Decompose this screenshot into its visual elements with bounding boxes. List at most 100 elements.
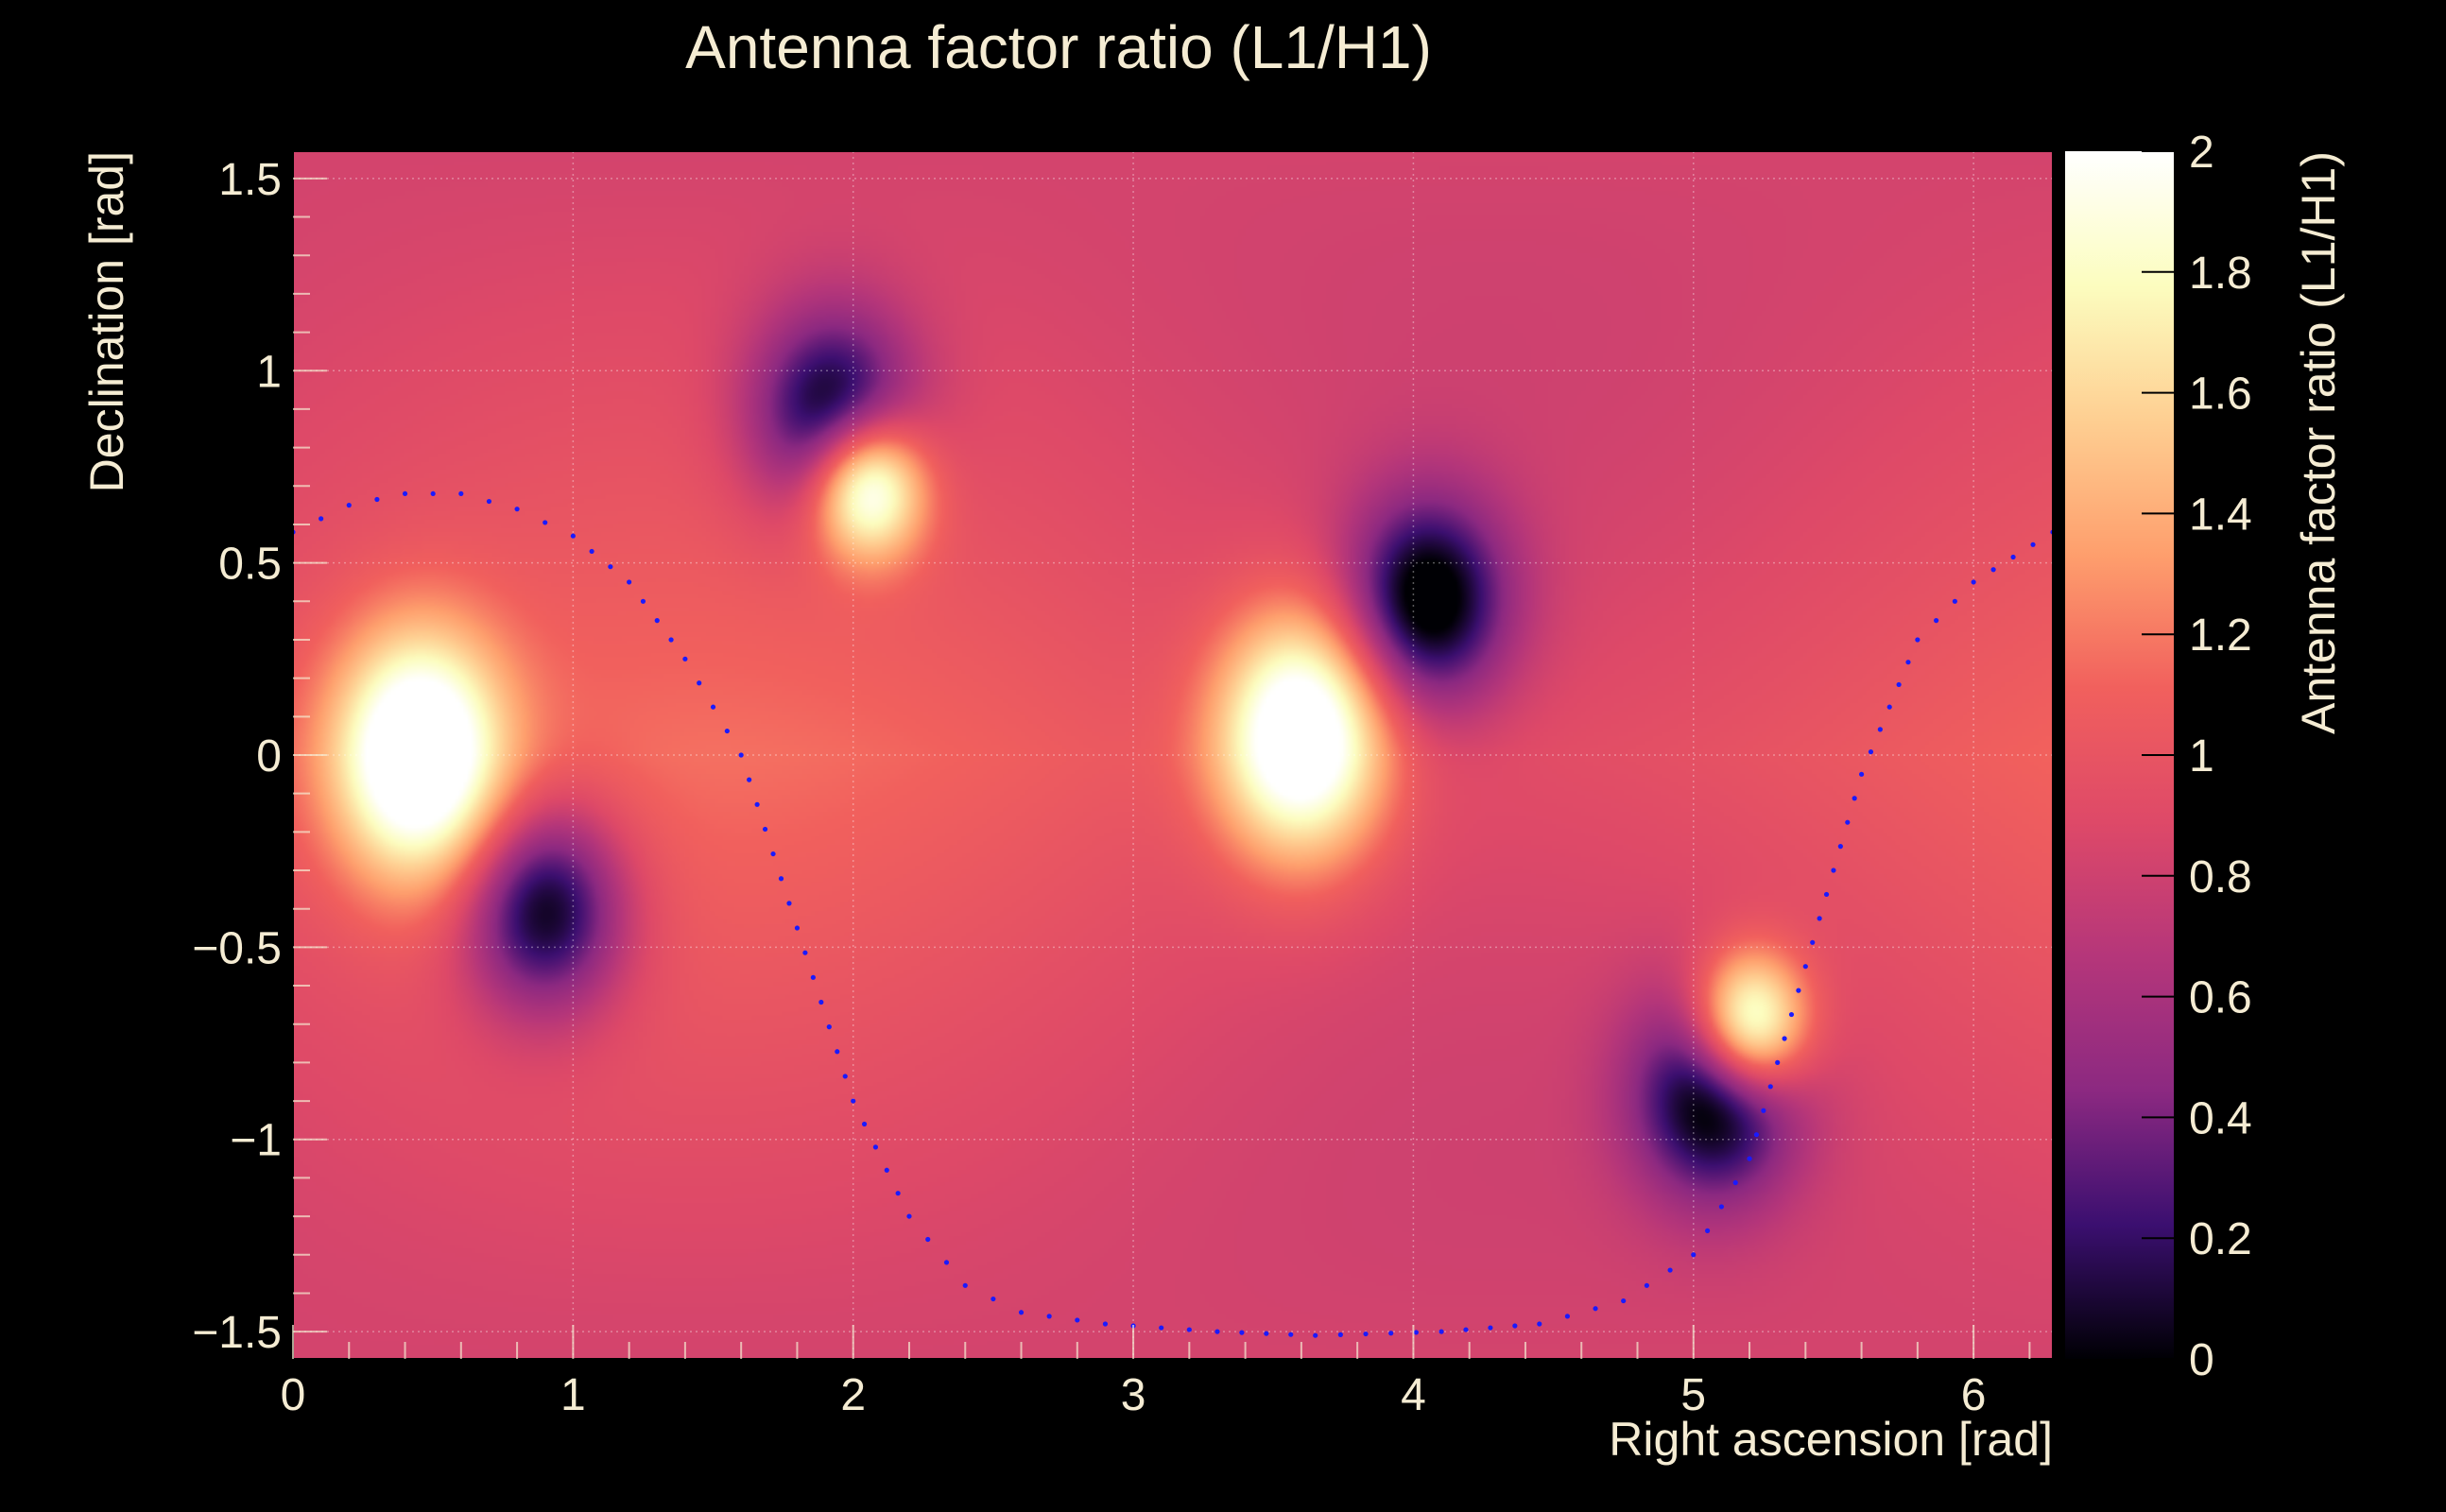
overlay-curve-point — [1817, 916, 1822, 921]
overlay-curve-point — [872, 1144, 879, 1150]
overlay-curve-point — [754, 801, 760, 807]
x-tick-label: 5 — [1680, 1370, 1706, 1420]
overlay-curve-point — [810, 974, 816, 980]
overlay-curve-point — [1732, 1179, 1738, 1186]
overlay-curve-point — [430, 490, 436, 497]
overlay-curve-point — [1753, 1132, 1760, 1138]
overlay-curve-point — [1046, 1314, 1052, 1319]
overlay-curve-point — [1704, 1228, 1711, 1233]
overlay-curve-point — [608, 564, 613, 570]
overlay-curve-point — [1990, 567, 1996, 573]
overlay-curve-point — [640, 598, 646, 604]
overlay-curve-point — [1952, 598, 1957, 604]
colorbar-tick-label: 2 — [2189, 128, 2214, 178]
overlay-curve-point — [668, 637, 674, 643]
overlay-curve-point — [1537, 1321, 1542, 1327]
overlay-curve-point — [682, 656, 688, 662]
overlay-curve-point — [925, 1236, 931, 1243]
y-tick-label: −0.5 — [192, 923, 282, 973]
x-tick-label: 2 — [840, 1370, 866, 1420]
overlay-curve-point — [906, 1213, 912, 1219]
overlay-curve-point — [1934, 618, 1939, 624]
overlay-curve-point — [1288, 1332, 1294, 1337]
overlay-curve-point — [1239, 1330, 1245, 1335]
overlay-curve-point — [1868, 749, 1874, 755]
overlay-curve-point — [835, 1049, 840, 1055]
overlay-curve-point — [2010, 554, 2016, 560]
overlay-curve-point — [1767, 1084, 1773, 1090]
overlay-curve-point — [1761, 1108, 1766, 1113]
overlay-curve-point — [710, 704, 716, 710]
overlay-curve-point — [895, 1191, 901, 1196]
overlay-curve-point — [786, 901, 792, 906]
overlay-curve-point — [1388, 1331, 1394, 1336]
x-tick-label: 0 — [281, 1370, 306, 1420]
overlay-curve-point — [1413, 1330, 1419, 1335]
overlay-curve-point — [1463, 1327, 1469, 1332]
colorbar-tick-label: 0 — [2189, 1335, 2214, 1385]
overlay-curve-point — [1845, 819, 1851, 825]
overlay-curve-point — [1788, 1011, 1795, 1018]
overlay-curve-point — [1971, 579, 1976, 585]
colorbar-tick-label: 0.4 — [2189, 1093, 2252, 1143]
overlay-curve-point — [851, 1098, 856, 1104]
colorbar-tick-label: 0.6 — [2189, 973, 2252, 1023]
overlay-curve-point — [1782, 1036, 1787, 1041]
overlay-curve-point — [1102, 1321, 1109, 1327]
x-tick-label: 6 — [1961, 1370, 1987, 1420]
overlay-curve-point — [943, 1260, 950, 1265]
overlay-curve-point — [1837, 844, 1843, 850]
overlay-curve-point — [1488, 1325, 1493, 1331]
colorbar-label: Antenna factor ratio (L1/H1) — [2292, 151, 2345, 734]
overlay-curve-point — [697, 680, 702, 686]
overlay-curve-point — [802, 950, 808, 955]
colorbar: 0 0.2 0.4 0.6 0.8 1 1.2 1.4 1.6 1.8 2 — [2065, 128, 2252, 1385]
overlay-curve-point — [1877, 727, 1883, 732]
overlay-curve-point — [1337, 1332, 1343, 1337]
colorbar-tick-label: 1 — [2189, 731, 2214, 782]
overlay-curve-point — [747, 777, 752, 782]
colorbar-ticks — [2142, 150, 2174, 1360]
overlay-curve-point — [1775, 1059, 1781, 1065]
colorbar-tick-label: 1.6 — [2189, 369, 2252, 420]
overlay-curve-point — [319, 516, 324, 522]
overlay-curve-point — [1886, 704, 1892, 710]
x-axis-tick-labels: 0 1 2 3 4 5 6 — [281, 1370, 1987, 1420]
overlay-curve-point — [1621, 1297, 1627, 1304]
overlay-curve-point — [514, 507, 520, 512]
overlay-curve-point — [1186, 1327, 1192, 1332]
overlay-curve-point — [1691, 1252, 1697, 1258]
y-tick-label: 1 — [256, 347, 282, 397]
y-tick-label: −1 — [230, 1116, 282, 1166]
colorbar-tick-label: 0.8 — [2189, 852, 2252, 902]
overlay-curve-point — [818, 999, 824, 1005]
overlay-curve-point — [486, 498, 492, 505]
overlay-curve-point — [1512, 1323, 1518, 1329]
overlay-curve-point — [1718, 1204, 1725, 1210]
overlay-curve-point — [770, 850, 776, 857]
overlay-curve-point — [402, 490, 408, 497]
overlay-curve-point — [778, 876, 784, 882]
overlay-curve-point — [1363, 1331, 1369, 1337]
x-tick-label: 3 — [1121, 1370, 1146, 1420]
overlay-curve-point — [1075, 1317, 1080, 1323]
overlay-curve-point — [962, 1282, 968, 1288]
colorbar-tick-label: 0.2 — [2189, 1214, 2252, 1264]
overlay-curve-point — [1438, 1329, 1444, 1334]
overlay-curve-point — [1264, 1331, 1269, 1336]
overlay-curve-point — [1905, 660, 1911, 665]
x-axis-label: Right ascension [rad] — [1609, 1413, 2053, 1466]
overlay-curve-point — [1796, 988, 1801, 993]
colorbar-tick-label: 1.4 — [2189, 490, 2252, 540]
heatmap-image — [293, 151, 2053, 1359]
overlay-curve-point — [826, 1024, 832, 1030]
overlay-curve-point — [589, 548, 594, 555]
x-tick-label: 4 — [1401, 1370, 1426, 1420]
overlay-curve-point — [1159, 1325, 1164, 1331]
overlay-curve-point — [346, 503, 352, 508]
overlay-curve-point — [1593, 1306, 1598, 1312]
overlay-curve-point — [1564, 1314, 1571, 1319]
overlay-curve-point — [990, 1296, 996, 1302]
colorbar-tick-labels: 0 0.2 0.4 0.6 0.8 1 1.2 1.4 1.6 1.8 2 — [2189, 128, 2252, 1385]
